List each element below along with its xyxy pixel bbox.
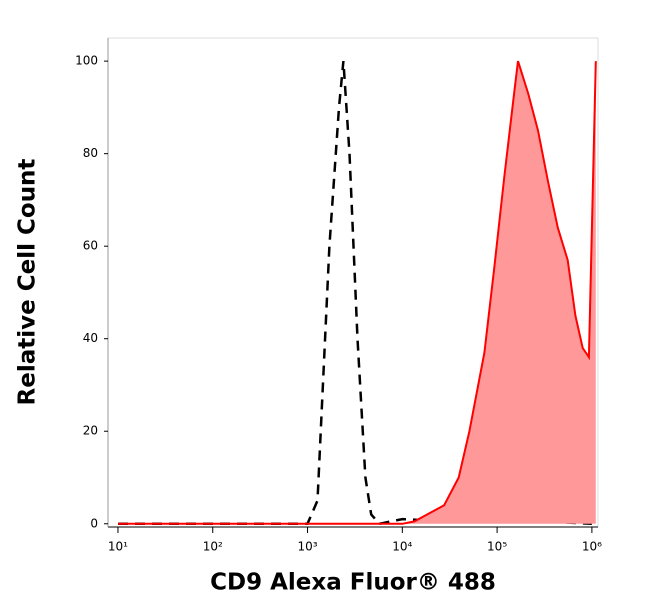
x-axis-title: CD9 Alexa Fluor® 488: [210, 570, 496, 596]
x-tick-label: 10³: [297, 540, 317, 554]
y-tick-label: 20: [83, 424, 98, 438]
y-tick-label: 40: [83, 331, 98, 345]
area: [118, 61, 596, 524]
y-axis-title: Relative Cell Count: [15, 159, 41, 406]
x-tick-label: 10⁴: [392, 540, 412, 554]
x-tick-label: 10²: [203, 540, 223, 554]
y-tick-label: 80: [83, 146, 98, 160]
line: [118, 60, 597, 525]
x-tick-label: 10⁵: [487, 540, 507, 554]
y-tick-label: 60: [83, 239, 98, 253]
x-tick-label: 10¹: [108, 540, 128, 554]
y-tick-label: 100: [75, 54, 98, 68]
x-tick-label: 10⁶: [582, 540, 602, 554]
y-tick-label: 0: [90, 516, 98, 530]
